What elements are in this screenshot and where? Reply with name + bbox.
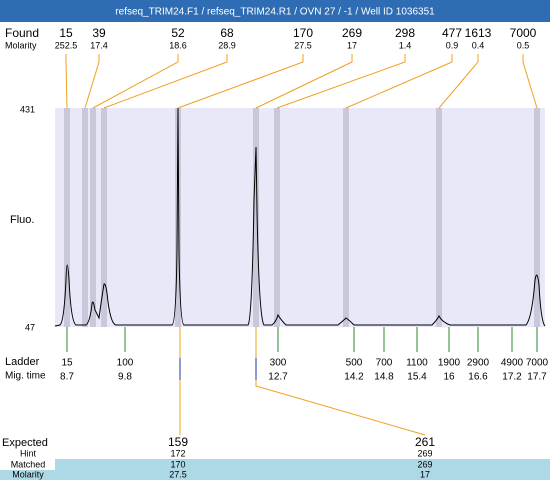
matched-molarity: 27.5 [169, 469, 187, 479]
plot-area [55, 108, 545, 327]
peak-band [90, 108, 96, 327]
found-size: 170 [293, 26, 313, 40]
found-link [177, 54, 304, 109]
found-molarity: 0.4 [472, 40, 485, 50]
ladder-size: 7000 [526, 358, 549, 369]
found-molarity: 0.5 [517, 40, 530, 50]
found-molarity: 28.9 [218, 40, 236, 50]
found-size: 298 [395, 26, 415, 40]
found-size: 15 [59, 26, 73, 40]
ladder-time: 14.2 [344, 372, 364, 383]
peak-band [82, 108, 88, 327]
found-size: 68 [220, 26, 234, 40]
hint-label: Hint [20, 448, 37, 458]
peak-band [175, 108, 181, 327]
y-axis-label: Fluo. [10, 214, 34, 226]
matched-size: 170 [170, 459, 185, 469]
hint-size: 269 [417, 448, 432, 458]
found-size: 269 [342, 26, 362, 40]
ladder-time: 16.6 [468, 372, 488, 383]
found-link [345, 54, 453, 109]
ladder-size: 15 [61, 358, 73, 369]
y-min-label: 47 [25, 322, 35, 332]
expected-size: 159 [168, 435, 188, 449]
ladder-size: 1100 [406, 358, 428, 369]
found-molarity: 0.9 [446, 40, 459, 50]
ladder-time: 16 [443, 372, 455, 383]
found-label: Found [5, 26, 39, 40]
expected-label: Expected [2, 437, 48, 449]
trace [54, 107, 546, 327]
peak-band [274, 108, 280, 327]
peak-band [534, 108, 540, 327]
ladder-label: Ladder [5, 356, 40, 368]
ladder-size: 2900 [467, 358, 490, 369]
ladder-time: 17.2 [502, 372, 522, 383]
title-bar [0, 0, 550, 22]
found-molarity: 17 [347, 40, 357, 50]
found-link [92, 54, 179, 109]
found-size: 1613 [465, 26, 492, 40]
expected-molarity-label: Molarity [12, 469, 44, 479]
y-max-label: 431 [20, 104, 35, 114]
found-link [84, 54, 100, 109]
match-line [255, 327, 426, 436]
hint-size: 172 [170, 448, 185, 458]
found-size: 39 [92, 26, 106, 40]
peak-bands [64, 108, 540, 327]
matched-molarity: 17 [420, 469, 430, 479]
title: refseq_TRIM24.F1 / refseq_TRIM24.R1 / OV… [115, 7, 435, 18]
found-size: 52 [171, 26, 185, 40]
ladder-time: 8.7 [60, 372, 74, 383]
found-link [522, 54, 538, 109]
found-link [103, 54, 228, 109]
matched-size: 269 [417, 459, 432, 469]
found-size: 7000 [510, 26, 537, 40]
expected-size: 261 [415, 435, 435, 449]
matched-label: Matched [11, 459, 46, 469]
ladder-time: 9.8 [118, 372, 132, 383]
found-molarity: 252.5 [55, 40, 78, 50]
found-molarity-label: Molarity [5, 40, 37, 50]
peak-band [253, 108, 259, 327]
ladder-time: 12.7 [268, 372, 288, 383]
ladder-time: 14.8 [374, 372, 394, 383]
ladder-size: 100 [117, 358, 134, 369]
peak-band [436, 108, 442, 327]
ladder-size: 700 [376, 358, 393, 369]
peak-band [101, 108, 107, 327]
ladder-time: 17.7 [527, 372, 547, 383]
ladder-size: 1900 [438, 358, 461, 369]
ladder-size: 500 [346, 358, 363, 369]
ladder-time: 15.4 [407, 372, 427, 383]
found-link [65, 54, 68, 109]
found-link [255, 54, 353, 109]
ladder-size: 4900 [501, 358, 524, 369]
found-link [438, 54, 479, 109]
found-link [276, 54, 406, 109]
peak-band [64, 108, 70, 327]
ladder-size: 300 [270, 358, 287, 369]
found-molarity: 17.4 [90, 40, 108, 50]
peak-band [343, 108, 349, 327]
ladder-time-label: Mig. time [5, 371, 46, 382]
molarity-row [0, 470, 550, 480]
found-molarity: 18.6 [169, 40, 187, 50]
found-molarity: 27.5 [294, 40, 312, 50]
found-size: 477 [442, 26, 462, 40]
matched-row [55, 459, 550, 470]
found-molarity: 1.4 [399, 40, 412, 50]
